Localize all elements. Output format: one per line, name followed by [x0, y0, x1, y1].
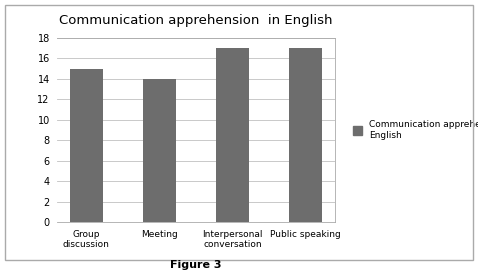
Text: Figure 3: Figure 3 — [170, 260, 222, 270]
Bar — [70, 69, 103, 222]
Title: Communication apprehension  in English: Communication apprehension in English — [59, 14, 333, 27]
Bar — [143, 79, 176, 222]
Legend: Communication apprehension in
English: Communication apprehension in English — [353, 120, 478, 140]
Bar — [289, 48, 322, 222]
Bar — [216, 48, 249, 222]
